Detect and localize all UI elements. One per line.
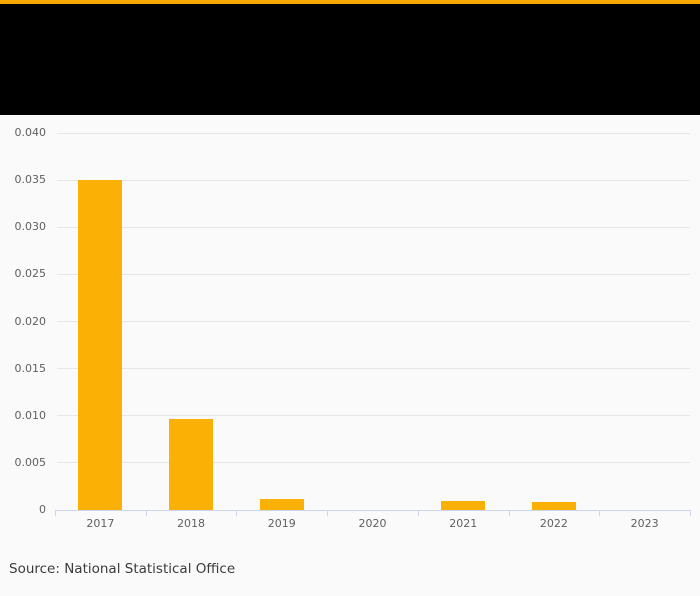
y-axis-label: 0 bbox=[39, 503, 46, 516]
y-axis-label: 0.030 bbox=[14, 220, 47, 234]
x-axis-tick bbox=[690, 510, 691, 516]
bar-2017[interactable] bbox=[78, 180, 123, 510]
source-note: Source: National Statistical Office bbox=[9, 561, 236, 577]
x-axis-label-2017: 2017 bbox=[86, 517, 115, 530]
bar-2019[interactable] bbox=[259, 498, 304, 510]
gridline bbox=[57, 132, 690, 134]
x-axis-tick bbox=[327, 510, 329, 516]
gridline bbox=[57, 462, 690, 464]
y-axis-label: 0.025 bbox=[14, 267, 47, 281]
gridline bbox=[57, 415, 690, 417]
gridline bbox=[57, 321, 690, 322]
y-axis-label: 0.015 bbox=[14, 361, 47, 375]
x-axis-label-2023: 2023 bbox=[630, 517, 659, 530]
x-axis-tick bbox=[55, 510, 56, 516]
header-banner bbox=[0, 4, 700, 115]
x-axis-label-2020: 2020 bbox=[358, 517, 387, 530]
x-axis-label-2018: 2018 bbox=[177, 517, 206, 530]
y-axis-label: 0.020 bbox=[14, 314, 47, 328]
gridline bbox=[57, 368, 690, 370]
x-axis-tick bbox=[508, 510, 510, 516]
gridline bbox=[57, 226, 690, 228]
bar-2018[interactable] bbox=[169, 418, 214, 510]
x-axis-tick bbox=[145, 510, 147, 516]
bar-2022[interactable] bbox=[531, 501, 576, 510]
x-axis-line bbox=[55, 510, 691, 511]
x-axis-tick bbox=[236, 510, 238, 516]
gridline bbox=[57, 273, 690, 275]
x-axis-tick bbox=[417, 510, 419, 516]
y-axis-label: 0.010 bbox=[14, 408, 47, 422]
x-axis-label-2021: 2021 bbox=[449, 517, 478, 530]
x-axis-tick bbox=[599, 510, 601, 516]
bar-2021[interactable] bbox=[441, 500, 486, 510]
y-axis-label: 0.035 bbox=[14, 173, 47, 187]
x-axis-label-2019: 2019 bbox=[267, 517, 296, 530]
gridline bbox=[57, 179, 690, 181]
y-axis-label: 0.040 bbox=[14, 126, 47, 139]
x-axis-label-2022: 2022 bbox=[539, 517, 568, 530]
y-axis-label: 0.005 bbox=[14, 455, 47, 469]
accent-strip bbox=[0, 0, 700, 4]
